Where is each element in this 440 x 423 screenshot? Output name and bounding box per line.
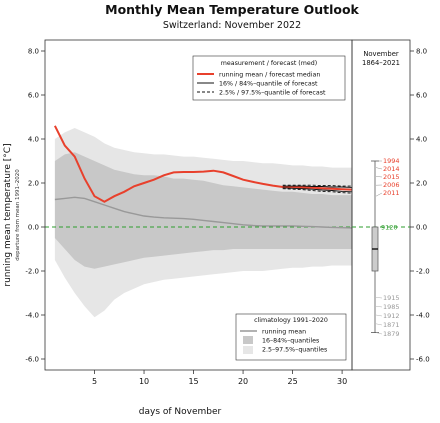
cold-year-label: 1879 bbox=[383, 330, 400, 338]
legend-climatology-title: climatology 1991–2020 bbox=[254, 317, 328, 324]
y-tick-label: 8.0 bbox=[28, 48, 39, 56]
y-tick-label-right: -2.0 bbox=[416, 268, 430, 276]
warm-year-label: 2011 bbox=[383, 189, 400, 197]
climatology-mean-line bbox=[54, 196, 353, 229]
y-tick-label-right: 8.0 bbox=[416, 48, 427, 56]
warm-year-label: 2014 bbox=[383, 165, 400, 173]
side-panel-period: 1864–2021 bbox=[362, 59, 400, 67]
y-tick-label-right: 2.0 bbox=[416, 180, 427, 188]
x-tick-label: 5 bbox=[92, 377, 97, 386]
warm-year-connector bbox=[375, 176, 383, 178]
legend-swatch-clim-inner bbox=[243, 336, 253, 344]
forecast-q98-line bbox=[282, 184, 352, 187]
cold-year-connector bbox=[375, 306, 383, 308]
y-tick-label: 4.0 bbox=[28, 136, 39, 144]
legend-forecast-title: measurement / forecast (med) bbox=[221, 60, 317, 67]
x-tick-label: 15 bbox=[188, 377, 198, 386]
legend-climatology: climatology 1991–2020 running mean 16–84… bbox=[235, 313, 347, 361]
y-tick-label: -2.0 bbox=[25, 268, 39, 276]
legend-forecast: measurement / forecast (med) running mea… bbox=[192, 55, 346, 101]
side-panel: November 1864–2021 912019942014201520062… bbox=[351, 39, 430, 371]
x-tick-label: 20 bbox=[238, 377, 248, 386]
cold-year-label: 1915 bbox=[383, 294, 400, 302]
y-axis-left: -6.0 -4.0 -2.0 0.0 2.0 4.0 6.0 8.0 bbox=[25, 48, 45, 364]
cold-year-connector bbox=[375, 323, 383, 326]
y-tick-label: 0.0 bbox=[28, 224, 39, 232]
y-tick-label-right: 4.0 bbox=[416, 136, 427, 144]
y-tick-label: 2.0 bbox=[28, 180, 39, 188]
y-tick-label: 6.0 bbox=[28, 92, 39, 100]
legend-item-q16-84: 16% / 84%–quantile of forecast bbox=[219, 81, 318, 88]
x-tick-label: 30 bbox=[337, 377, 347, 386]
forecast-q84-line bbox=[282, 185, 353, 188]
y-tick-label-right: 0.0 bbox=[416, 224, 427, 232]
climatology-bands bbox=[54, 128, 353, 318]
warm-year-connector bbox=[375, 167, 383, 170]
climatology-band-16-84 bbox=[54, 152, 353, 269]
y-axis-sublabel: departure from mean 1991–2020 bbox=[15, 169, 21, 261]
warm-year-label: 2006 bbox=[383, 181, 400, 189]
x-axis-label: days of November bbox=[139, 407, 222, 417]
cold-year-connector bbox=[375, 332, 383, 335]
cold-year-label: 1985 bbox=[383, 303, 400, 311]
cold-year-connector bbox=[375, 297, 383, 299]
current-year-label: 9120 bbox=[381, 224, 398, 232]
y-tick-label: -4.0 bbox=[25, 312, 39, 320]
x-tick-label: 10 bbox=[139, 377, 149, 386]
chart-title: Monthly Mean Temperature Outlook bbox=[105, 2, 359, 17]
y-tick-label-right: 6.0 bbox=[416, 92, 427, 100]
x-axis: 5 10 15 20 25 30 bbox=[92, 370, 347, 386]
side-panel-title: November bbox=[363, 50, 399, 58]
forecast-median-line bbox=[54, 125, 353, 203]
legend-item-q2-98: 2.5% / 97.5%–quantile of forecast bbox=[219, 90, 326, 97]
cold-year-label: 1871 bbox=[383, 321, 400, 329]
warm-year-label: 2015 bbox=[383, 173, 400, 181]
legend-item-clim-inner: 16–84%–quantiles bbox=[262, 338, 319, 345]
legend-item-clim-mean: running mean bbox=[262, 329, 306, 336]
forecast-q2-line bbox=[282, 188, 353, 194]
y-axis-label: running mean temperature [°C] bbox=[3, 143, 13, 286]
y-tick-label-right: -6.0 bbox=[416, 356, 430, 364]
x-tick-label: 25 bbox=[287, 377, 297, 386]
forecast-q16-line bbox=[282, 187, 353, 193]
y-axis-right: -6.0 -4.0 -2.0 0.0 2.0 4.0 6.0 8.0 bbox=[410, 48, 430, 364]
series-lines bbox=[45, 125, 353, 229]
warm-year-label: 1994 bbox=[383, 157, 400, 165]
warm-year-connector bbox=[375, 192, 383, 197]
legend-item-clim-outer: 2.5–97.5%–quantiles bbox=[262, 347, 327, 354]
legend-item-median: running mean / forecast median bbox=[219, 72, 320, 79]
cold-year-label: 1912 bbox=[383, 312, 400, 320]
side-panel-frame bbox=[351, 39, 411, 371]
legend-swatch-clim-outer bbox=[243, 346, 253, 354]
y-tick-label-right: -4.0 bbox=[416, 312, 430, 320]
y-tick-label: -6.0 bbox=[25, 356, 39, 364]
cold-year-connector bbox=[375, 314, 383, 317]
chart-subtitle: Switzerland: November 2022 bbox=[163, 20, 301, 31]
main-plot: 5 10 15 20 25 30 -6.0 -4.0 -2.0 0.0 2.0 4.0 6.0 8.0 bbox=[25, 39, 353, 386]
